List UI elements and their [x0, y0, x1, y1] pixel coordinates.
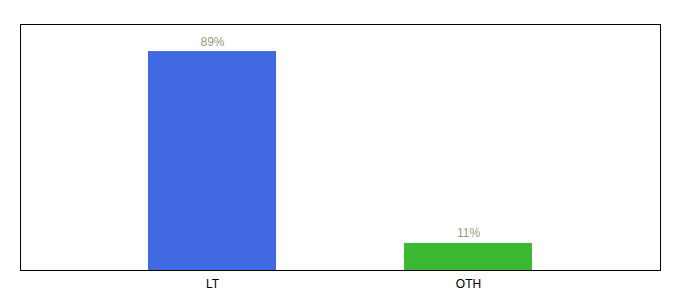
svg-text:11%: 11% [457, 226, 480, 240]
svg-text:LT: LT [206, 277, 220, 291]
svg-text:89%: 89% [200, 35, 224, 49]
svg-text:OTH: OTH [456, 277, 481, 291]
